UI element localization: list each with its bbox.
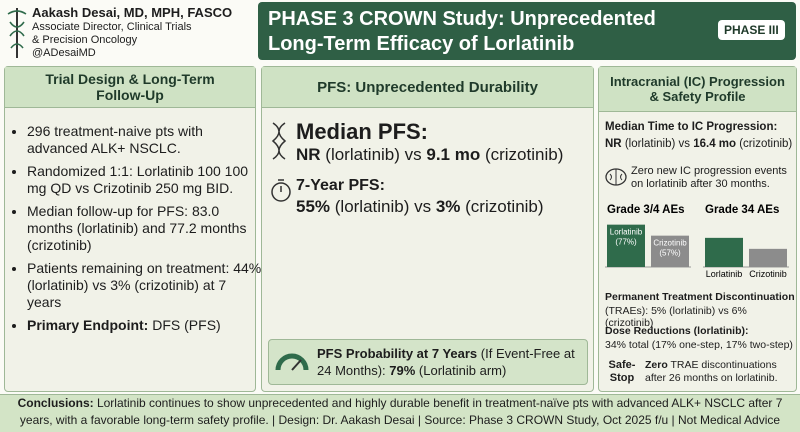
- bar-label: Crizotinib: [653, 239, 687, 248]
- ic-note: Zero new IC progression events on lorlat…: [631, 165, 787, 190]
- text-run: (crizotinib): [460, 197, 544, 216]
- text-run: (If Event-Free at 24 Months):: [317, 346, 575, 378]
- caduceus-icon: [7, 8, 27, 58]
- bar: [651, 235, 689, 267]
- text-run: NR: [296, 145, 321, 164]
- text-run: (crizotinib): [480, 145, 564, 164]
- dose: 34% total (17% one-step, 17% two-step): [605, 339, 793, 351]
- text-run: Zero: [645, 359, 668, 371]
- bullet: 296 treatment-naive pts with advanced AL…: [27, 123, 263, 157]
- bullet: Primary Endpoint: DFS (PFS): [27, 317, 263, 334]
- gauge-icon: [275, 353, 309, 371]
- text-run: TRAE discontinuations after 26 months on…: [645, 359, 778, 384]
- seven-year-label: 7-Year PFS:: [296, 177, 385, 194]
- panel-title: Intracranial (IC) Progression & Safety P…: [599, 67, 796, 112]
- seven-year-pfs: 55% (lorlatinib) vs 3% (crizotinib): [296, 197, 544, 217]
- chart-title: Grade 3/4 AEs: [607, 204, 685, 216]
- dna-icon: [271, 122, 287, 160]
- role: & Precision Oncology: [32, 34, 138, 46]
- left-panel: Trial Design & Long-Term Follow-Up 296 t…: [4, 66, 261, 392]
- text-run: PFS Probability at 7 Years: [317, 346, 478, 361]
- text-run: Randomized 1:1: Lorlatinib 100 100 mg QD…: [27, 163, 249, 196]
- median-pfs-label: Median PFS:: [296, 119, 429, 144]
- x-label: Crizotinib: [749, 269, 787, 279]
- text-run: 296 treatment-naive pts with advanced AL…: [27, 123, 203, 156]
- ic-progression: NR (lorlatinib) vs 16.4 mo (crizotinib): [605, 138, 792, 150]
- bullet-list: 296 treatment-naive pts with advanced AL…: [9, 123, 263, 340]
- text-run: (lorlatinib) vs: [330, 197, 436, 216]
- title: Long-Term Efficacy of Lorlatinib: [268, 33, 575, 55]
- text-run: Primary Endpoint:: [27, 317, 149, 333]
- bar: [705, 237, 743, 267]
- text-run: (lorlatinib) vs: [320, 145, 427, 164]
- bullet: Patients remaining on treatment: 44% (lo…: [27, 260, 263, 311]
- bar-value-label: (57%): [659, 249, 681, 258]
- dose-label: Dose Reductions (lorlatinib):: [605, 325, 749, 337]
- handle: @ADesaiMD: [32, 47, 96, 59]
- discontinuation-label: Permanent Treatment Discontinuation: [605, 291, 795, 303]
- middle-panel: PFS: Unprecedented Durability Median PFS…: [261, 66, 594, 392]
- title-banner: PHASE 3 CROWN Study: Unprecedented Long-…: [258, 2, 796, 60]
- text-run: 55%: [296, 197, 331, 216]
- safe-stop: Zero TRAE discontinuations after 26 mont…: [645, 359, 793, 385]
- text-run: (lorlatinib) vs: [621, 138, 694, 150]
- text-run: Median follow-up for PFS: 83.0 months (l…: [27, 203, 247, 253]
- timer-icon: [271, 179, 291, 202]
- text-run: (Lorlatinib arm): [415, 363, 507, 378]
- panel-title: PFS: Unprecedented Durability: [262, 67, 593, 108]
- ic-label: Median Time to IC Progression:: [605, 121, 778, 133]
- bar-label: Lorlatinib: [610, 228, 643, 237]
- text-run: 9.1 mo: [426, 145, 481, 164]
- text-run: NR: [605, 138, 622, 150]
- author: Aakash Desai, MD, MPH, FASCO: [32, 5, 233, 20]
- safe-stop-label: Safe-Stop: [608, 359, 636, 384]
- text-run: 16.4 mo: [693, 138, 737, 150]
- bar: [607, 224, 645, 267]
- right-panel: Intracranial (IC) Progression & Safety P…: [598, 66, 797, 392]
- text-run: 79%: [389, 363, 416, 378]
- footer: Conclusions: Lorlatinib continues to sho…: [0, 394, 800, 432]
- role: Associate Director, Clinical Trials: [32, 21, 192, 33]
- text-run: Lorlatinib continues to show unprecedent…: [19, 396, 783, 427]
- text-run: (crizotinib): [736, 138, 793, 150]
- median-pfs: NR (lorlatinib) vs 9.1 mo (crizotinib): [296, 145, 563, 165]
- discontinuation: (TRAEs): 5% (lorlatinib) vs 6% (crizotin…: [605, 305, 747, 329]
- bullet: Median follow-up for PFS: 83.0 months (l…: [27, 203, 263, 254]
- bullet: Randomized 1:1: Lorlatinib 100 100 mg QD…: [27, 163, 263, 197]
- badge: PHASE III: [718, 20, 785, 40]
- probability-box: PFS Probability at 7 Years (If Event-Fre…: [268, 339, 588, 385]
- bar: [749, 248, 787, 267]
- text-run: DFS (PFS): [148, 317, 221, 333]
- text-run: Conclusions:: [17, 396, 94, 410]
- chart-title: Grade 34 AEs: [705, 204, 779, 216]
- brain-icon: [605, 168, 627, 186]
- panel-title: Trial Design & Long-Term Follow-Up: [5, 67, 255, 108]
- x-label: Lorlatinib: [706, 269, 743, 279]
- text-run: Patients remaining on treatment: 44% (lo…: [27, 260, 262, 310]
- bar-value-label: (77%): [615, 238, 637, 247]
- probability: PFS Probability at 7 Years (If Event-Fre…: [317, 345, 579, 379]
- title: PHASE 3 CROWN Study: Unprecedented: [268, 8, 656, 30]
- text-run: 3%: [435, 197, 461, 216]
